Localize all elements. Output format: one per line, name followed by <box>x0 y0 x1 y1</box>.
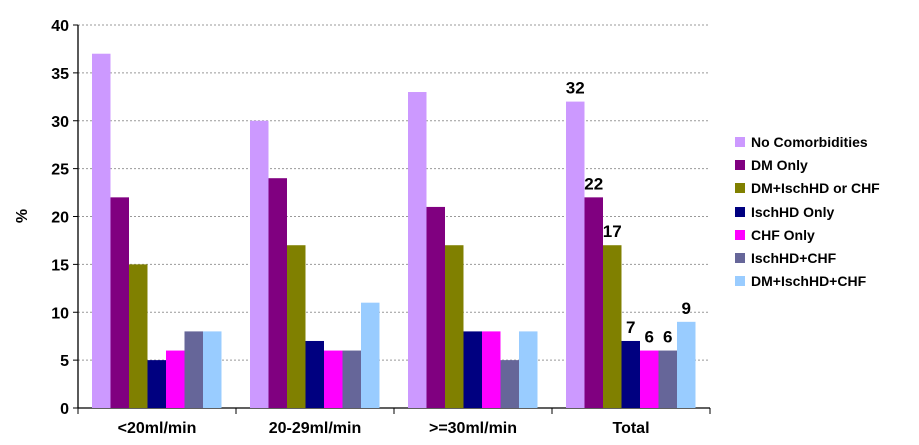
bar <box>129 264 148 408</box>
bar <box>342 350 361 408</box>
bar <box>250 120 269 408</box>
bar <box>482 331 501 408</box>
bar <box>463 331 482 408</box>
legend-item: IschHD+CHF <box>735 246 915 269</box>
bars <box>92 53 696 409</box>
legend-label: IschHD Only <box>751 203 835 220</box>
legend-item: DM Only <box>735 153 915 176</box>
legend-item: No Comorbidities <box>735 130 915 153</box>
legend-label: CHF Only <box>751 226 815 243</box>
y-axis-title: % <box>14 209 31 223</box>
bar <box>584 197 603 408</box>
bar <box>640 350 659 408</box>
y-tick-label: 35 <box>51 66 69 83</box>
bar <box>184 331 203 408</box>
bar <box>621 340 640 408</box>
legend-label: DM+IschHD+CHF <box>751 273 867 290</box>
bar <box>566 101 585 408</box>
legend-label: IschHD+CHF <box>751 250 837 267</box>
data-label: 6 <box>645 328 654 347</box>
gridlines <box>78 24 710 361</box>
bar <box>500 360 519 408</box>
legend-swatch <box>735 253 745 264</box>
legend-swatch <box>735 229 745 240</box>
bar <box>110 197 129 408</box>
x-tick-label: >=30ml/min <box>429 420 517 437</box>
legend: No Comorbidities DM Only DM+IschHD or CHF I… <box>735 130 915 293</box>
data-label: 22 <box>584 174 603 193</box>
y-tick-label: 0 <box>60 401 69 418</box>
y-tick-label: 15 <box>51 257 69 274</box>
y-tick-label: 40 <box>51 18 69 35</box>
bar <box>445 245 464 408</box>
data-label: 7 <box>626 318 635 337</box>
bar <box>287 245 306 408</box>
y-tick-label: 20 <box>51 210 69 227</box>
bar <box>324 350 343 408</box>
axes: 0 5 10 15 20 25 30 35 40 <20ml/min 20-29ml/min >=30… <box>51 18 711 437</box>
x-tick-label: <20ml/min <box>118 420 197 437</box>
legend-item: IschHD Only <box>735 200 915 223</box>
legend-item: DM+IschHD+CHF <box>735 270 915 293</box>
bar <box>166 350 185 408</box>
data-label: 17 <box>603 222 622 241</box>
legend-swatch <box>735 276 745 287</box>
bar <box>361 302 380 408</box>
bar <box>147 360 166 408</box>
y-tick-label: 25 <box>51 162 69 179</box>
legend-label: DM+IschHD or CHF <box>751 180 880 197</box>
legend-swatch <box>735 183 745 194</box>
legend-item: DM+IschHD or CHF <box>735 177 915 200</box>
y-tick-label: 5 <box>60 353 69 370</box>
data-label: 6 <box>663 328 672 347</box>
legend-swatch <box>735 136 745 147</box>
bar <box>92 53 111 408</box>
data-label: 32 <box>566 79 585 98</box>
y-tick-label: 10 <box>51 305 69 322</box>
legend-item: CHF Only <box>735 223 915 246</box>
x-tick-label: 20-29ml/min <box>269 420 361 437</box>
bar <box>658 350 677 408</box>
legend-label: No Comorbidities <box>751 133 868 150</box>
bar <box>408 92 427 409</box>
bar <box>677 321 696 408</box>
data-label: 9 <box>682 299 691 318</box>
x-tick-label: Total <box>612 420 649 437</box>
bar <box>203 331 222 408</box>
bar <box>603 245 622 408</box>
y-tick-label: 30 <box>51 114 69 131</box>
legend-swatch <box>735 159 745 170</box>
legend-swatch <box>735 206 745 217</box>
legend-label: DM Only <box>751 156 808 173</box>
bar <box>519 331 538 408</box>
bar <box>426 206 445 408</box>
bar <box>268 178 287 408</box>
bar <box>305 340 324 408</box>
